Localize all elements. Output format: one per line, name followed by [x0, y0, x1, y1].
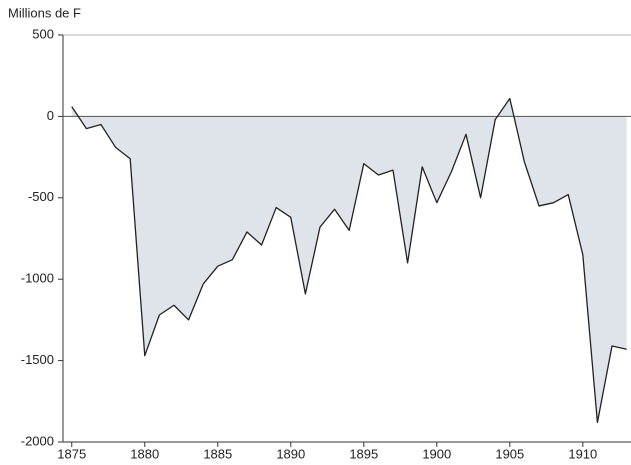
data-line [71, 97, 627, 424]
y-tick-label: -1500 [21, 352, 54, 367]
area-fill [71, 98, 627, 423]
x-tick-label: 1885 [203, 446, 232, 461]
y-axis-title: Millions de F [8, 5, 81, 20]
y-tick-label: -1000 [21, 271, 54, 286]
x-tick-label: 1890 [276, 446, 305, 461]
x-tick-label: 1905 [495, 446, 524, 461]
x-tick-label: 1895 [349, 446, 378, 461]
y-tick-label: -500 [28, 189, 54, 204]
y-tick-label: 500 [32, 26, 54, 41]
x-tick-label: 1900 [422, 446, 451, 461]
x-tick-label: 1910 [568, 446, 597, 461]
y-tick-label: 0 [47, 108, 54, 123]
y-tick-label: -2000 [21, 433, 54, 448]
x-tick-label: 1880 [130, 446, 159, 461]
x-tick-label: 1875 [57, 446, 86, 461]
